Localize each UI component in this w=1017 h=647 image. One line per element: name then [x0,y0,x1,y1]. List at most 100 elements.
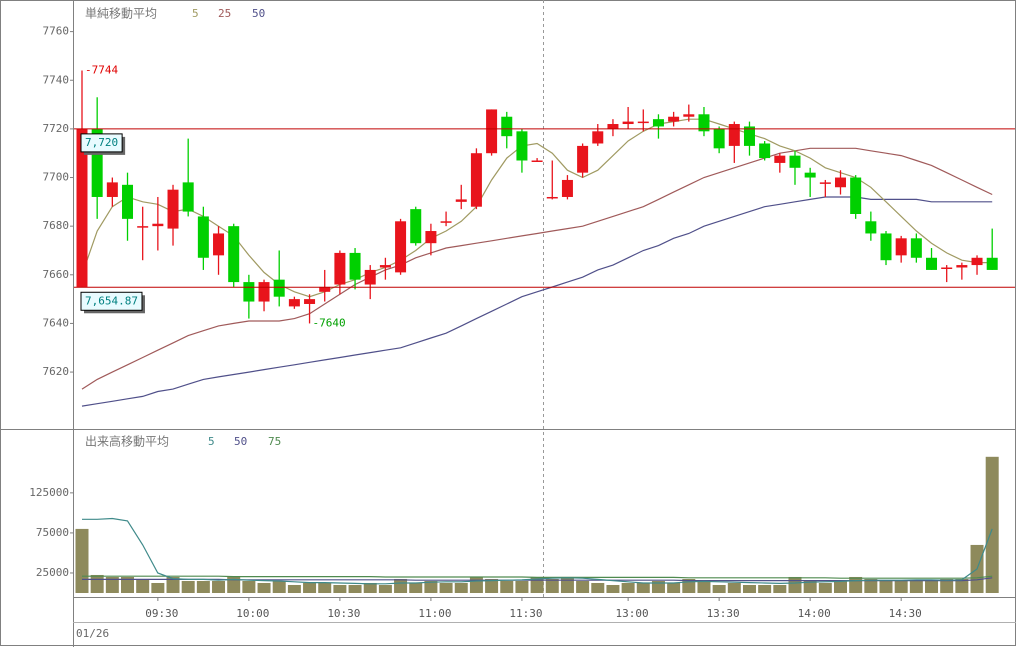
y-tick-label: 7740 [43,73,70,86]
x-tick-label: 13:00 [616,607,649,620]
volume-bar [834,580,847,593]
volume-bar [242,580,256,593]
candle-body [637,121,649,124]
volume-bar [909,580,923,593]
badge-box [80,291,143,311]
candle-body [122,184,134,219]
volume-bar [591,582,605,593]
volume-bar [394,578,408,593]
volume-bar [727,582,741,593]
volume-bar [75,528,89,593]
volume-bar [925,580,939,593]
volume-bar [818,582,832,593]
candle-body [546,196,558,199]
volume-bar [500,580,514,593]
candle-body [334,252,346,285]
price-badge: 7,654.87 [80,291,145,314]
price-badge: 7,720 [80,133,126,155]
candle-body [652,119,664,127]
candle-body [668,116,680,122]
candle-body [986,257,998,270]
candle-body [804,172,816,178]
candle-body [228,226,240,283]
candle-body [213,233,225,256]
candle-body [895,238,907,256]
candle-body [865,221,877,234]
volume-bar [166,576,180,593]
volume-bar [318,582,332,593]
x-tick-label: 09:30 [145,607,178,620]
candle-body [379,265,391,268]
y-tick-label: 75000 [36,526,69,539]
candle-body [743,126,755,146]
volume-bar [287,584,301,593]
volume-bar [212,580,226,593]
volume-bar [90,574,104,593]
candle-body [91,128,103,197]
candle-body [182,182,194,212]
price-badge-label: 7,720 [85,136,118,149]
x-tick-label: 14:00 [798,607,831,620]
candle-body [304,299,316,304]
volume-bar [955,578,969,593]
volume-bar [181,580,195,593]
candle-body [561,179,573,197]
x-tick-label: 11:30 [509,607,542,620]
volume-bar [272,580,286,593]
volume-bar [667,582,681,593]
volume-bar [348,584,362,593]
volume-bar [257,582,271,593]
candle-body [683,114,695,117]
candle-body [425,231,437,244]
volume-bar [454,582,468,593]
candle-body [501,116,513,137]
x-tick-label: 14:30 [889,607,922,620]
candle-body [531,160,543,162]
candle-body [728,124,740,146]
candle-body [759,143,771,159]
volume-bar [606,584,620,593]
ma-line [81,196,993,407]
volume-bar [439,582,453,593]
candle-body [956,265,968,268]
x-tick-label: 11:00 [418,607,451,620]
candle-body [622,121,634,125]
candle-body [395,221,407,273]
candle-body [288,299,300,307]
legend-entry: 5 [208,435,215,448]
candle-body [440,221,452,223]
candle-body [152,223,164,227]
volume-bar [712,584,726,593]
volume-bar [409,582,423,593]
y-tick-label: 7720 [43,122,70,135]
volume-bar [985,456,999,593]
y-tick-label: 125000 [29,486,69,499]
candle-body [516,131,528,161]
candle-body [819,182,831,184]
candle-body [470,153,482,207]
candle-body [850,177,862,214]
candle-body [137,226,149,228]
price-badge-label: 7,654.87 [85,294,138,307]
volume-bar [576,580,590,593]
volume-bar [697,580,711,593]
candle-body [410,209,422,244]
volume-bar [545,578,559,593]
volume-bar [227,576,241,593]
extreme-label: -7640 [313,316,346,329]
legend-title: 出来高移動平均 [85,434,169,449]
volume-bar [788,576,802,593]
candle-body [106,182,118,197]
legend-entry: 25 [218,7,231,20]
extreme-label: -7744 [85,64,118,77]
volume-bar [469,576,483,593]
x-tick-label: 10:00 [236,607,269,620]
volume-bar [636,582,650,593]
volume-bar [333,584,347,593]
candle-body [774,155,786,163]
volume-bar [651,580,665,593]
candle-body [486,109,498,154]
y-tick-label: 7760 [43,25,70,38]
candle-body [971,257,983,266]
